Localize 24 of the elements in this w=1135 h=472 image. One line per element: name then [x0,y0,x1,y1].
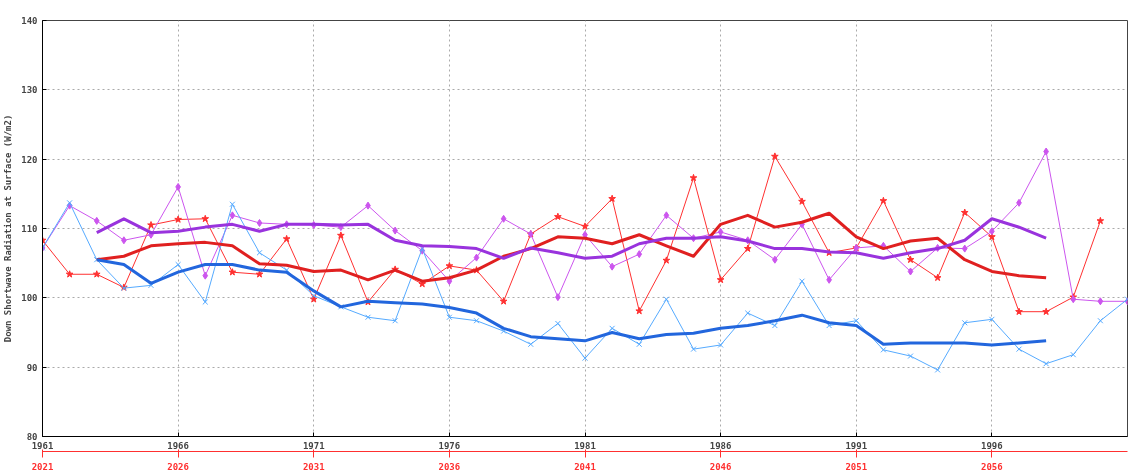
x-tick-label: 1966 [167,440,189,451]
x-tick-label: 1991 [845,440,868,451]
x-tick-label: 1981 [574,440,596,451]
y-tick-label: 120 [21,154,38,165]
x2-tick-label: 2056 [981,461,1003,472]
y-tick-label: 130 [21,85,38,96]
y-axis-title: Down Shortwave Radiation at Surface (W/m2) [3,114,14,343]
x-tick-label: 1996 [981,440,1003,451]
x2-tick-label: 2031 [302,461,325,472]
x2-tick-label: 2051 [845,461,868,472]
x2-tick-label: 2021 [31,461,54,472]
x-tick-label: 1961 [31,440,54,451]
x2-tick-label: 2041 [574,461,596,472]
x2-tick-label: 2026 [167,461,189,472]
y-tick-label: 80 [26,432,38,442]
y-tick-label: 100 [21,293,38,304]
y-tick-label: 90 [26,362,38,373]
y-tick-label: 140 [21,16,38,26]
x2-tick-label: 2046 [709,461,732,472]
x-tick-label: 1971 [302,440,325,451]
x-tick-label: 1976 [438,440,461,451]
y-tick-label: 110 [21,224,38,234]
x2-tick-label: 2036 [438,461,461,472]
x-tick-label: 1986 [709,440,732,451]
